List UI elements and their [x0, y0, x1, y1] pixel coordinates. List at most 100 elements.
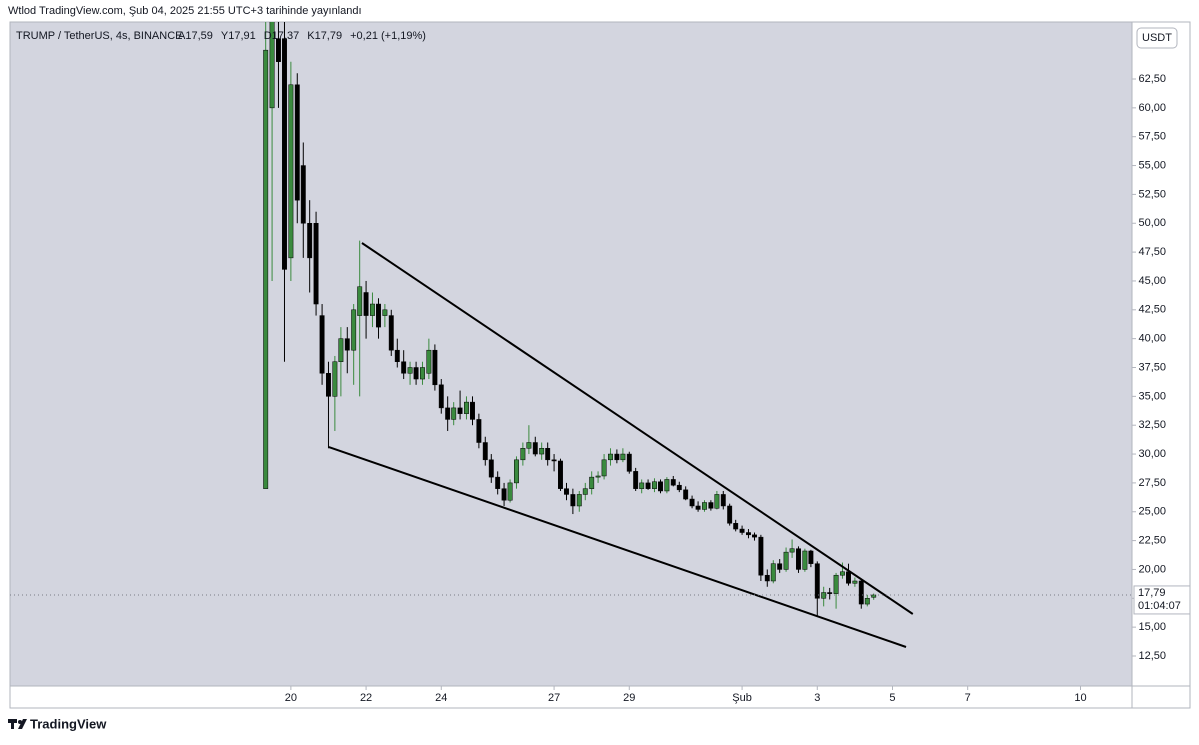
candle-body [720, 494, 726, 507]
candle-body [370, 303, 375, 316]
y-tick-label: 30,00 [1138, 448, 1166, 460]
trendline [361, 242, 914, 615]
x-tick-label: 10 [1074, 692, 1086, 704]
candle-body [313, 223, 319, 305]
candle-body [814, 563, 820, 599]
candle-body [488, 459, 494, 478]
candle-body [645, 482, 651, 489]
candle-body [770, 563, 776, 582]
y-tick-label: 12,50 [1138, 650, 1166, 662]
candle-body [664, 479, 670, 492]
candle-body [420, 367, 425, 380]
candle-body [319, 315, 325, 374]
y-tick-label: 15,00 [1138, 621, 1166, 633]
candle-body [332, 361, 338, 397]
candle-body [570, 494, 576, 507]
candle-body [576, 494, 582, 507]
candle-body [532, 442, 538, 455]
x-tick-label: 24 [435, 692, 447, 704]
ohlc-value: A17,59 [178, 30, 213, 42]
candle-body [263, 49, 269, 489]
candle-body [357, 286, 363, 316]
candle-body [871, 594, 877, 598]
y-tick-label: 55,00 [1138, 159, 1166, 171]
candle-body [451, 407, 457, 420]
x-tick-label: 3 [814, 692, 820, 704]
candle-body [426, 349, 432, 374]
x-tick-label: Şub [732, 692, 752, 704]
candle-body [338, 338, 344, 362]
y-tick-label: 42,50 [1138, 304, 1166, 316]
candle-body [658, 481, 663, 492]
candle-body [507, 482, 513, 501]
x-tick-label: 7 [965, 692, 971, 704]
countdown: 01:04:07 [1138, 600, 1181, 612]
candle-body [445, 407, 451, 420]
candle-body [808, 550, 814, 564]
x-tick-label: 22 [360, 692, 372, 704]
candle-body [326, 373, 331, 397]
x-tick-label: 29 [623, 692, 635, 704]
candle-body [564, 488, 569, 495]
y-tick-label: 52,50 [1138, 188, 1166, 200]
candle-body [689, 498, 695, 507]
candle-body [351, 309, 357, 351]
candle-body [307, 223, 313, 259]
y-tick-label: 62,50 [1138, 73, 1166, 85]
candle-body [394, 349, 400, 362]
brand: TradingView [30, 716, 107, 731]
candle-body [670, 479, 676, 486]
candle-body [764, 574, 770, 582]
candle-body [727, 505, 733, 524]
currency[interactable]: USDT [1142, 32, 1172, 44]
ohlc-value: Y17,91 [221, 30, 256, 42]
candle-body [294, 84, 300, 201]
candle-body [482, 442, 488, 461]
candle-body [733, 523, 739, 530]
candle-body [288, 84, 294, 259]
candle-body [539, 448, 545, 455]
candle-body [520, 448, 526, 461]
ohlc-value: K17,79 [307, 30, 342, 42]
candle-body [407, 367, 413, 374]
candle-body [858, 580, 864, 605]
y-tick-label: 22,50 [1138, 535, 1166, 547]
y-tick-label: 40,00 [1138, 333, 1166, 345]
candle-body [514, 459, 519, 484]
candle-body [702, 502, 707, 510]
candle-body [783, 551, 789, 570]
candle-body [683, 489, 689, 500]
candle-body [789, 548, 795, 553]
y-tick-label: 25,00 [1138, 506, 1166, 518]
candle-body [758, 536, 764, 576]
candle-body [501, 488, 507, 501]
y-tick-label: 47,50 [1138, 246, 1166, 258]
y-tick-label: 32,50 [1138, 419, 1166, 431]
candle-body [608, 453, 613, 461]
candle-body [746, 532, 751, 536]
y-tick-label: 50,00 [1138, 217, 1166, 229]
trendline [328, 446, 907, 648]
candle-body [833, 574, 839, 594]
candle-body [821, 592, 827, 599]
currency-button[interactable] [1136, 27, 1178, 49]
candle-body [582, 488, 588, 495]
candle-body [413, 367, 419, 380]
y-tick-label: 27,50 [1138, 477, 1166, 489]
last-price-label: 17,79 [1138, 587, 1166, 599]
candle-body [802, 550, 808, 570]
candle-body [595, 475, 601, 478]
candle-body [708, 502, 714, 509]
candle-body [438, 384, 444, 409]
y-tick-label: 45,00 [1138, 275, 1166, 287]
candle-body [464, 401, 469, 414]
candle-body [601, 459, 607, 477]
candle-body [344, 338, 350, 351]
y-tick-label: 37,50 [1138, 361, 1166, 373]
candle-body [282, 38, 287, 270]
plot-background [10, 22, 1132, 686]
symbol: TRUMP / TetherUS, 4s, BINANCE [16, 30, 182, 42]
candle-body [388, 315, 394, 351]
y-tick-label: 20,00 [1138, 563, 1166, 575]
